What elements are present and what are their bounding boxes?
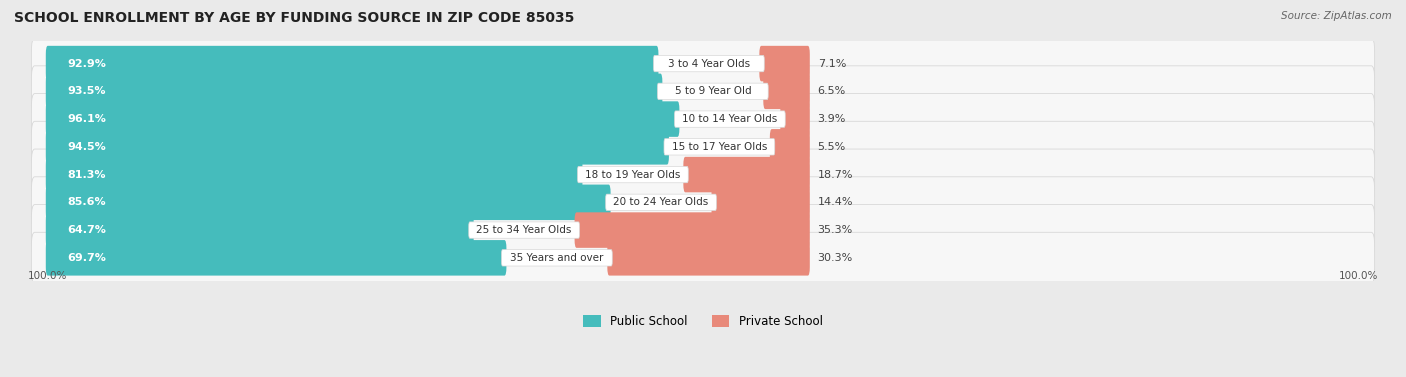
FancyBboxPatch shape [683, 157, 810, 192]
FancyBboxPatch shape [31, 93, 1375, 145]
Text: 64.7%: 64.7% [67, 225, 107, 235]
Text: 92.9%: 92.9% [67, 58, 107, 69]
FancyBboxPatch shape [759, 46, 810, 81]
Text: 15 to 17 Year Olds: 15 to 17 Year Olds [672, 142, 768, 152]
FancyBboxPatch shape [46, 74, 662, 109]
FancyBboxPatch shape [46, 129, 669, 165]
FancyBboxPatch shape [31, 121, 1375, 172]
Legend: Public School, Private School: Public School, Private School [583, 315, 823, 328]
FancyBboxPatch shape [46, 240, 506, 276]
Text: 25 to 34 Year Olds: 25 to 34 Year Olds [477, 225, 572, 235]
Text: 20 to 24 Year Olds: 20 to 24 Year Olds [613, 197, 709, 207]
Text: 18.7%: 18.7% [818, 170, 853, 179]
FancyBboxPatch shape [578, 166, 689, 183]
FancyBboxPatch shape [46, 185, 610, 220]
Text: 3 to 4 Year Olds: 3 to 4 Year Olds [668, 58, 749, 69]
FancyBboxPatch shape [575, 212, 810, 248]
Text: 30.3%: 30.3% [818, 253, 853, 263]
Text: 35 Years and over: 35 Years and over [510, 253, 603, 263]
FancyBboxPatch shape [31, 38, 1375, 89]
FancyBboxPatch shape [780, 101, 810, 137]
FancyBboxPatch shape [606, 194, 717, 210]
FancyBboxPatch shape [664, 139, 775, 155]
FancyBboxPatch shape [31, 149, 1375, 200]
Text: 94.5%: 94.5% [67, 142, 107, 152]
Text: 93.5%: 93.5% [67, 86, 105, 97]
FancyBboxPatch shape [658, 83, 768, 100]
FancyBboxPatch shape [46, 46, 658, 81]
FancyBboxPatch shape [31, 232, 1375, 284]
FancyBboxPatch shape [607, 240, 810, 276]
FancyBboxPatch shape [31, 205, 1375, 256]
Text: 69.7%: 69.7% [67, 253, 107, 263]
FancyBboxPatch shape [468, 222, 579, 238]
Text: 35.3%: 35.3% [818, 225, 853, 235]
FancyBboxPatch shape [675, 111, 785, 127]
Text: 5.5%: 5.5% [818, 142, 846, 152]
FancyBboxPatch shape [46, 157, 582, 192]
Text: 100.0%: 100.0% [28, 271, 67, 280]
FancyBboxPatch shape [502, 250, 612, 266]
FancyBboxPatch shape [711, 185, 810, 220]
Text: 14.4%: 14.4% [818, 197, 853, 207]
FancyBboxPatch shape [770, 129, 810, 165]
FancyBboxPatch shape [46, 212, 474, 248]
FancyBboxPatch shape [763, 74, 810, 109]
FancyBboxPatch shape [654, 55, 765, 72]
Text: 85.6%: 85.6% [67, 197, 105, 207]
Text: 18 to 19 Year Olds: 18 to 19 Year Olds [585, 170, 681, 179]
FancyBboxPatch shape [31, 66, 1375, 117]
FancyBboxPatch shape [46, 101, 679, 137]
Text: 5 to 9 Year Old: 5 to 9 Year Old [675, 86, 751, 97]
FancyBboxPatch shape [31, 177, 1375, 228]
Text: 6.5%: 6.5% [818, 86, 846, 97]
Text: 10 to 14 Year Olds: 10 to 14 Year Olds [682, 114, 778, 124]
Text: 100.0%: 100.0% [1339, 271, 1378, 280]
Text: 96.1%: 96.1% [67, 114, 107, 124]
Text: 7.1%: 7.1% [818, 58, 846, 69]
Text: Source: ZipAtlas.com: Source: ZipAtlas.com [1281, 11, 1392, 21]
Text: SCHOOL ENROLLMENT BY AGE BY FUNDING SOURCE IN ZIP CODE 85035: SCHOOL ENROLLMENT BY AGE BY FUNDING SOUR… [14, 11, 575, 25]
Text: 3.9%: 3.9% [818, 114, 846, 124]
Text: 81.3%: 81.3% [67, 170, 105, 179]
